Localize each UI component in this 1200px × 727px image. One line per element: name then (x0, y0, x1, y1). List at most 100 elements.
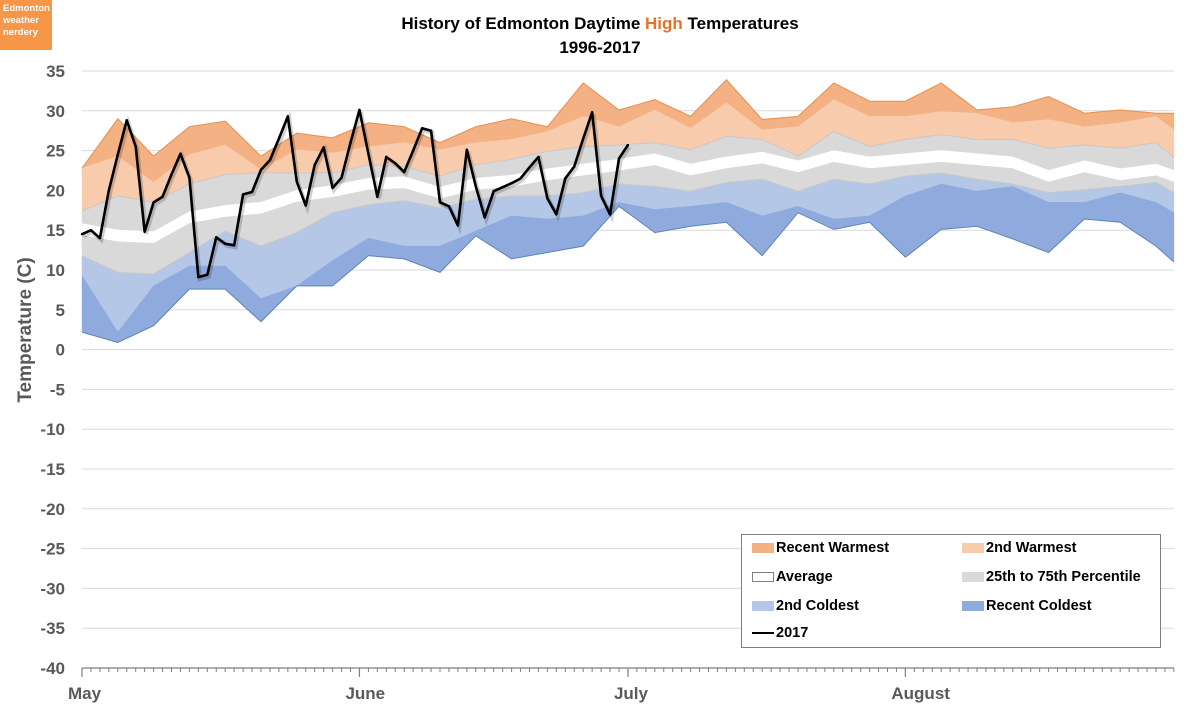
point-2017 (277, 137, 281, 140)
point-2017 (349, 141, 352, 144)
legend-item-percentile: 25th to 75th Percentile (962, 569, 1141, 585)
point-2017 (385, 155, 388, 159)
point-2017 (107, 189, 111, 192)
point-2017 (555, 213, 558, 216)
point-2017 (501, 186, 504, 189)
y-tick-label: 0 (56, 341, 65, 360)
y-tick-label: -5 (50, 380, 65, 399)
point-2017 (143, 230, 146, 233)
point-2017 (232, 244, 236, 247)
y-axis-title: Temperature (C) (15, 257, 36, 402)
point-2017 (528, 166, 531, 169)
point-2017 (224, 242, 227, 245)
x-tick-label: August (891, 684, 950, 703)
point-2017 (152, 201, 155, 204)
percentile-25-edge (81, 172, 1175, 275)
point-2017 (304, 204, 307, 207)
legend-swatch (752, 572, 774, 582)
legend-item-2nd-warmest: 2nd Warmest (962, 540, 1077, 556)
coldest-edge (81, 205, 1175, 343)
point-2017 (465, 148, 469, 152)
point-2017 (492, 189, 495, 193)
point-2017 (197, 275, 200, 279)
point-2017 (429, 129, 433, 132)
point-2017 (215, 236, 218, 239)
chart-subtitle: 1996-2017 (559, 38, 641, 57)
point-2017 (546, 197, 549, 200)
point-2017 (519, 177, 522, 180)
title-part: History of Edmonton Daytime (401, 14, 645, 33)
y-tick-label: 30 (46, 102, 65, 121)
warmest-edge (81, 79, 1174, 169)
point-2017 (608, 213, 612, 216)
logo-line: weather (3, 15, 39, 26)
point-2017 (134, 145, 137, 148)
point-2017 (447, 205, 451, 208)
point-2017 (188, 176, 191, 179)
legend-label: Recent Warmest (776, 540, 890, 556)
y-tick-label: 15 (46, 221, 65, 240)
point-2017 (573, 165, 576, 168)
point-2017 (626, 143, 630, 147)
y-tick-label: 10 (46, 261, 65, 280)
legend-item-2nd-coldest: 2nd Coldest (752, 598, 859, 614)
point-2017 (537, 155, 540, 159)
point-2017 (367, 152, 370, 155)
point-2017 (268, 158, 272, 162)
point-2017 (322, 146, 325, 149)
legend-item-average: Average (752, 569, 833, 585)
point-2017 (331, 186, 334, 190)
y-tick-label: -30 (40, 579, 65, 598)
point-2017 (179, 152, 182, 155)
band-average (82, 150, 1174, 244)
point-2017 (456, 224, 460, 227)
y-tick-label: 20 (46, 181, 65, 200)
logo-line: nerdery (3, 27, 38, 38)
x-tick-label: June (345, 684, 385, 703)
point-2017 (98, 236, 102, 240)
legend-label: 2017 (776, 625, 809, 641)
legend-item-recent-warmest: Recent Warmest (752, 540, 889, 556)
title-part: Temperatures (682, 14, 799, 33)
legend-label: Recent Coldest (986, 598, 1092, 614)
y-tick-label: 5 (56, 301, 65, 320)
point-2017 (125, 119, 128, 122)
point-2017 (313, 163, 316, 167)
point-2017 (510, 182, 513, 185)
point-2017 (80, 232, 84, 236)
y-tick-label: -40 (40, 659, 65, 678)
legend-label: 2nd Coldest (776, 598, 859, 614)
point-2017 (250, 190, 254, 194)
point-2017 (582, 137, 585, 140)
point-2017 (420, 127, 424, 130)
point-2017 (376, 195, 379, 198)
legend-swatch (962, 572, 984, 582)
legend: Recent Warmest 2nd Warmest Average 25th … (741, 534, 1161, 648)
point-2017 (340, 176, 343, 179)
point-2017 (286, 115, 290, 118)
point-2017 (474, 185, 477, 188)
point-2017 (411, 149, 415, 152)
title-highlight: High (645, 14, 683, 33)
point-2017 (295, 180, 298, 183)
percentile-75-edge (81, 130, 1175, 212)
logo: Edmonton weather nerdery (0, 0, 52, 50)
legend-item-recent-coldest: Recent Coldest (962, 598, 1092, 614)
y-tick-label: 35 (46, 62, 65, 81)
x-tick-label: May (68, 684, 102, 703)
point-2017 (599, 194, 603, 198)
chart-title: History of Edmonton Daytime High Tempera… (0, 12, 1200, 60)
point-2017 (394, 162, 397, 165)
legend-swatch (962, 601, 984, 611)
point-2017 (170, 173, 173, 176)
point-2017 (89, 229, 93, 232)
y-tick-label: -15 (40, 460, 65, 479)
point-2017 (617, 157, 621, 160)
y-tick-label: -35 (40, 619, 65, 638)
legend-label: 2nd Warmest (986, 540, 1077, 556)
y-tick-label: -20 (40, 500, 65, 519)
y-tick-label: 25 (46, 142, 65, 161)
point-2017 (241, 193, 245, 196)
point-2017 (403, 170, 406, 174)
